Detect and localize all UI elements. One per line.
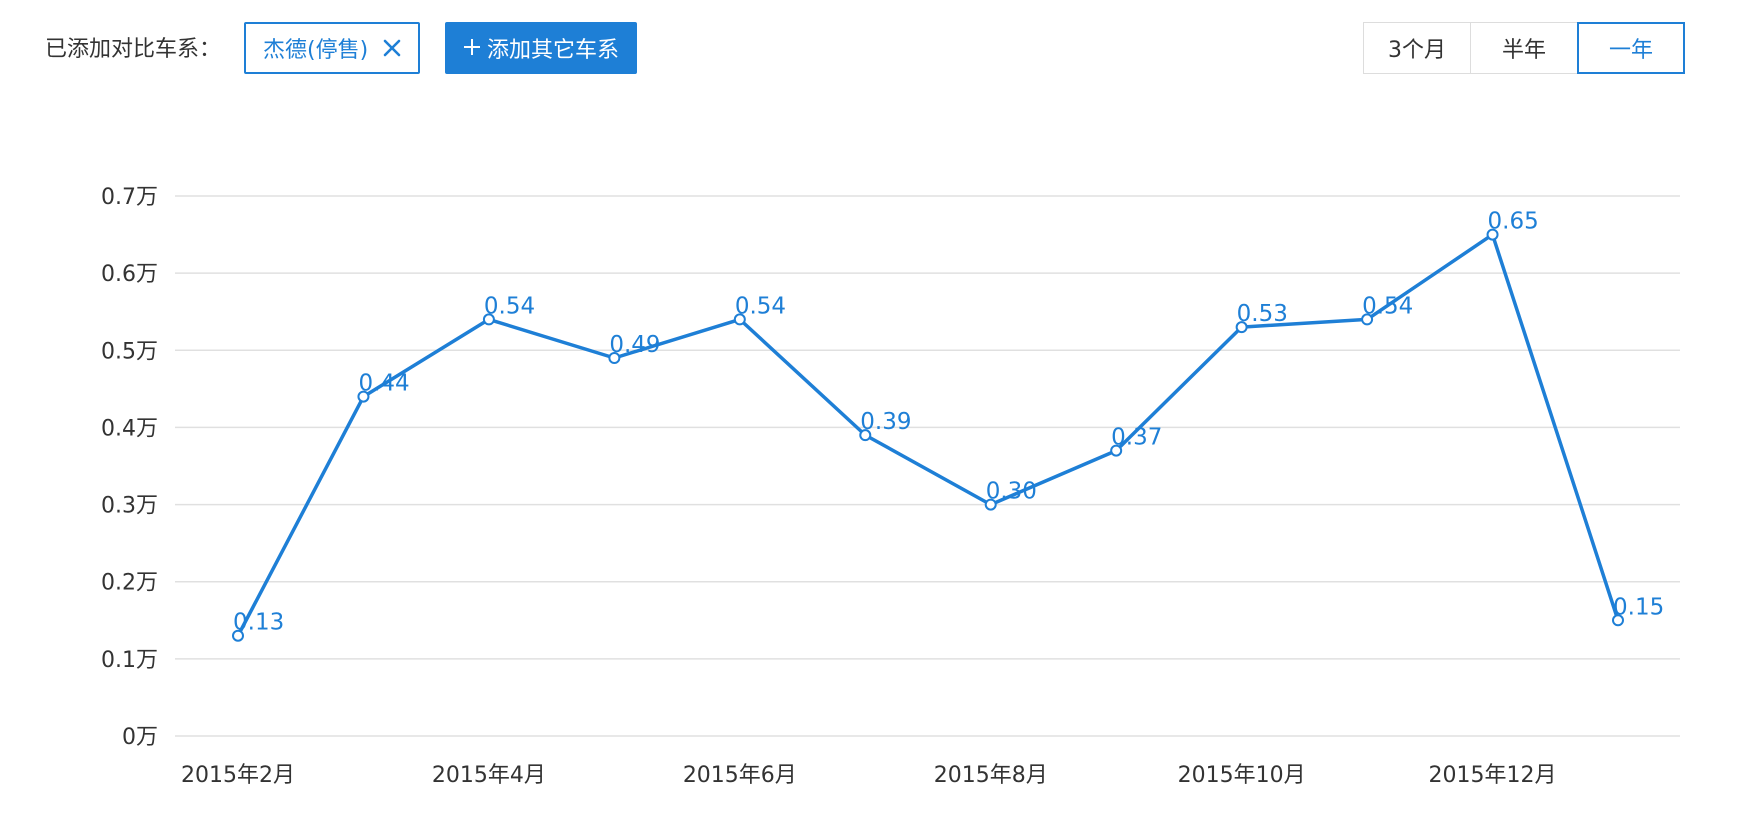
x-tick-label: 2015年4月 bbox=[432, 763, 546, 788]
data-label: 0.54 bbox=[484, 293, 535, 319]
x-axis-ticks: 2015年2月 2015年4月 2015年6月 2015年8月 2015年10月 2015… bbox=[181, 763, 1557, 788]
add-series-label: 添加其它车系 bbox=[487, 38, 620, 63]
data-point bbox=[1361, 313, 1374, 326]
y-tick-label: 0.2万 bbox=[101, 571, 158, 596]
data-point bbox=[232, 629, 244, 642]
grid-lines bbox=[175, 195, 1680, 737]
y-tick-label: 0万 bbox=[122, 725, 158, 750]
line-chart: 0万0.1万0.2万0.3万0.4万0.5万0.6万0.7万 2015年2月 20… bbox=[101, 185, 1680, 788]
data-label: 0.13 bbox=[233, 610, 284, 636]
data-point bbox=[1235, 321, 1248, 334]
compare-toolbar: 已添加对比车系： 杰德(停售) 添加其它车系 3个月 半年 一年 bbox=[0, 0, 1741, 100]
data-point bbox=[984, 498, 997, 511]
data-point bbox=[482, 313, 495, 326]
data-points bbox=[232, 228, 1624, 642]
data-labels: 0.13 0.44 0.54 0.49 0.54 0.39 0.30 0.37 0.53 0.54… bbox=[233, 209, 1664, 636]
y-axis-ticks: 0万 0.1万 0.2万 0.3万 0.4万 0.5万 0.6万 0.7万 bbox=[101, 185, 158, 750]
x-tick-label: 2015年2月 bbox=[181, 763, 295, 788]
x-tick-label: 2015年8月 bbox=[934, 763, 1048, 788]
x-tick-label: 2015年12月 bbox=[1429, 763, 1557, 788]
data-label: 0.39 bbox=[860, 409, 911, 435]
y-tick-label: 0.3万 bbox=[101, 494, 158, 519]
y-tick-label: 0.4万 bbox=[101, 416, 158, 441]
data-label: 0.30 bbox=[986, 479, 1037, 505]
time-range-selector: 3个月 半年 一年 bbox=[1363, 22, 1685, 74]
compare-label: 已添加对比车系： bbox=[45, 37, 222, 62]
data-label: 0.44 bbox=[358, 371, 409, 397]
chart-area: 0万 0.1万 0.2万 0.3万 0.4万 0.5万 0.6万 0.7万 2015年2月 20… bbox=[0, 120, 1741, 815]
data-point bbox=[859, 429, 872, 442]
add-series-button[interactable]: 添加其它车系 bbox=[445, 22, 638, 74]
range-one-year-button[interactable]: 一年 bbox=[1577, 22, 1685, 74]
plus-icon bbox=[463, 35, 481, 61]
data-point bbox=[357, 390, 370, 403]
y-tick-label: 0.6万 bbox=[101, 262, 158, 287]
data-label: 0.53 bbox=[1237, 301, 1288, 327]
data-label: 0.37 bbox=[1111, 425, 1162, 451]
data-point bbox=[1110, 444, 1123, 457]
data-point bbox=[1612, 614, 1624, 627]
y-tick-label: 0.5万 bbox=[101, 339, 158, 364]
y-tick-label: 0.1万 bbox=[101, 648, 158, 673]
data-label: 0.54 bbox=[1362, 293, 1413, 319]
compare-tag[interactable]: 杰德(停售) bbox=[244, 22, 421, 74]
data-label: 0.15 bbox=[1613, 594, 1664, 620]
series-line bbox=[236, 232, 1620, 637]
data-point bbox=[733, 313, 746, 326]
range-3-months-button[interactable]: 3个月 bbox=[1363, 22, 1471, 74]
close-icon[interactable] bbox=[382, 38, 402, 58]
data-label: 0.49 bbox=[609, 332, 660, 358]
x-tick-label: 2015年10月 bbox=[1178, 763, 1306, 788]
x-tick-label: 2015年6月 bbox=[683, 763, 797, 788]
compare-tag-label: 杰德(停售) bbox=[263, 38, 369, 63]
y-tick-label: 0.7万 bbox=[101, 185, 158, 210]
data-point bbox=[608, 352, 621, 364]
data-point bbox=[1486, 228, 1499, 241]
range-half-year-button[interactable]: 半年 bbox=[1470, 22, 1578, 74]
data-label: 0.54 bbox=[735, 293, 786, 319]
data-label: 0.65 bbox=[1488, 209, 1539, 235]
